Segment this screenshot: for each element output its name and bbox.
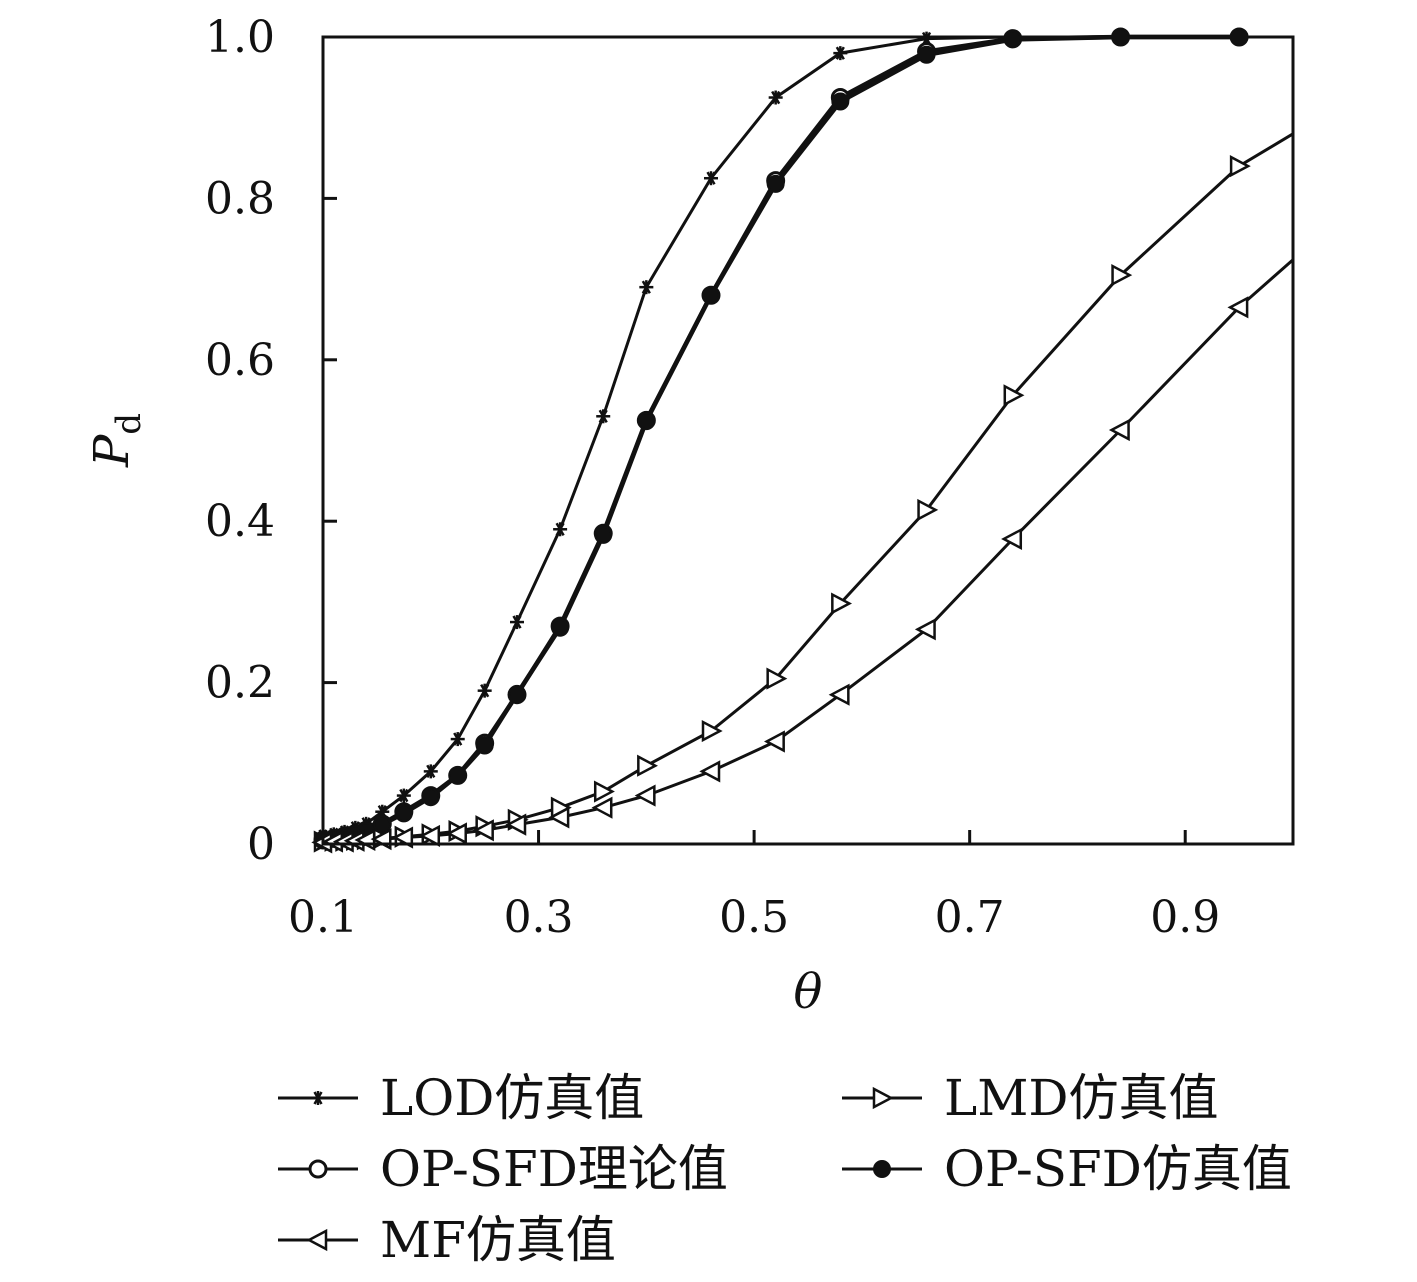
x-axis-label: θ — [794, 964, 823, 1020]
legend-marker — [873, 1160, 891, 1178]
legend-label: LMD仿真值 — [944, 1069, 1219, 1127]
legend-label: OP-SFD理论值 — [380, 1140, 728, 1198]
data-point — [828, 683, 850, 706]
legend-marker — [308, 1159, 328, 1179]
data-point — [551, 618, 570, 637]
svg-text:Pd: Pd — [84, 413, 149, 468]
data-point — [766, 174, 785, 193]
data-point — [596, 409, 611, 424]
series-line — [322, 132, 1294, 844]
data-point — [833, 46, 848, 61]
data-point — [396, 788, 411, 803]
data-point — [639, 280, 654, 295]
legend-item: OP-SFD仿真值 — [842, 1140, 1292, 1198]
data-point — [446, 822, 467, 845]
data-point — [704, 171, 718, 186]
data-point — [594, 525, 613, 544]
series-5 — [311, 258, 1294, 854]
data-point — [701, 719, 723, 743]
data-point — [392, 826, 414, 849]
x-tick-label: 0.9 — [1150, 892, 1220, 943]
y-tick-label: 0.2 — [205, 658, 275, 709]
data-point — [914, 618, 936, 641]
legend: LOD仿真值 LMD仿真值 OP-SFD理论值 OP-SFD仿真值 MF仿真值 — [278, 1069, 1292, 1269]
data-point — [1227, 296, 1249, 319]
data-point — [702, 286, 720, 305]
legend-label: LOD仿真值 — [380, 1069, 644, 1127]
data-point — [548, 806, 570, 829]
legend-item: LMD仿真值 — [842, 1069, 1219, 1127]
data-point — [373, 815, 392, 834]
series-2 — [313, 132, 1294, 853]
data-point — [423, 764, 438, 779]
series-3 — [313, 27, 1249, 850]
data-point — [448, 766, 467, 785]
y-tick-label: 0.8 — [205, 173, 275, 224]
data-point — [1229, 155, 1251, 178]
y-tick-label: 0.4 — [205, 496, 275, 547]
data-point — [699, 760, 721, 783]
data-point — [510, 615, 524, 630]
data-point — [1001, 527, 1023, 551]
data-point — [634, 784, 656, 807]
legend-marker — [872, 1086, 894, 1110]
series-line — [322, 258, 1294, 844]
data-point — [1003, 384, 1025, 407]
data-point — [637, 412, 656, 431]
y-tick-label: 0.6 — [205, 335, 275, 386]
series-line — [322, 34, 1240, 843]
data-point — [831, 92, 850, 111]
y-axis-label-main: P — [84, 434, 140, 468]
legend-marker — [311, 1091, 325, 1105]
data-point — [766, 667, 788, 690]
data-point — [508, 684, 526, 703]
data-point — [831, 592, 853, 615]
data-point — [421, 788, 440, 807]
y-axis-label: Pd — [84, 413, 149, 468]
data-point — [419, 824, 441, 848]
legend-item: MF仿真值 — [278, 1211, 616, 1269]
data-point — [505, 813, 527, 836]
legend-label: OP-SFD仿真值 — [944, 1140, 1292, 1198]
data-point — [917, 498, 939, 521]
x-tick-label: 0.3 — [504, 892, 574, 943]
data-point — [637, 754, 659, 777]
data-point — [768, 90, 783, 105]
data-point — [593, 780, 615, 803]
data-point — [1108, 418, 1130, 442]
legend-item: LOD仿真值 — [278, 1069, 644, 1127]
data-point — [917, 45, 936, 64]
data-point — [477, 683, 492, 698]
plot-lines — [311, 27, 1294, 854]
data-point — [591, 796, 613, 819]
x-tick-label: 0.1 — [288, 892, 358, 943]
plot-frame — [321, 35, 1295, 846]
data-point — [1111, 263, 1133, 287]
y-tick-label: 1.0 — [205, 12, 275, 63]
axis-ticks — [321, 35, 1187, 846]
series-1 — [316, 30, 1247, 843]
legend-label: MF仿真值 — [380, 1211, 616, 1269]
tick-labels: 0.1 0.3 0.5 0.7 0.9 0 0.2 0.4 0.6 0.8 1.0 — [205, 12, 1220, 943]
data-point — [394, 804, 413, 823]
y-tick-label: 0 — [247, 819, 275, 870]
data-point — [450, 732, 465, 747]
legend-marker — [306, 1228, 328, 1252]
data-point — [763, 730, 785, 753]
series-4 — [314, 28, 1249, 849]
data-point — [472, 819, 494, 842]
series-line — [322, 35, 1240, 838]
series-line — [322, 34, 1240, 843]
x-tick-label: 0.7 — [935, 892, 1005, 943]
data-point — [553, 522, 568, 537]
data-point — [475, 736, 494, 755]
y-axis-label-subscript: d — [109, 413, 149, 435]
legend-item: OP-SFD理论值 — [278, 1140, 728, 1198]
x-tick-label: 0.5 — [719, 892, 789, 943]
data-point — [1003, 30, 1022, 49]
